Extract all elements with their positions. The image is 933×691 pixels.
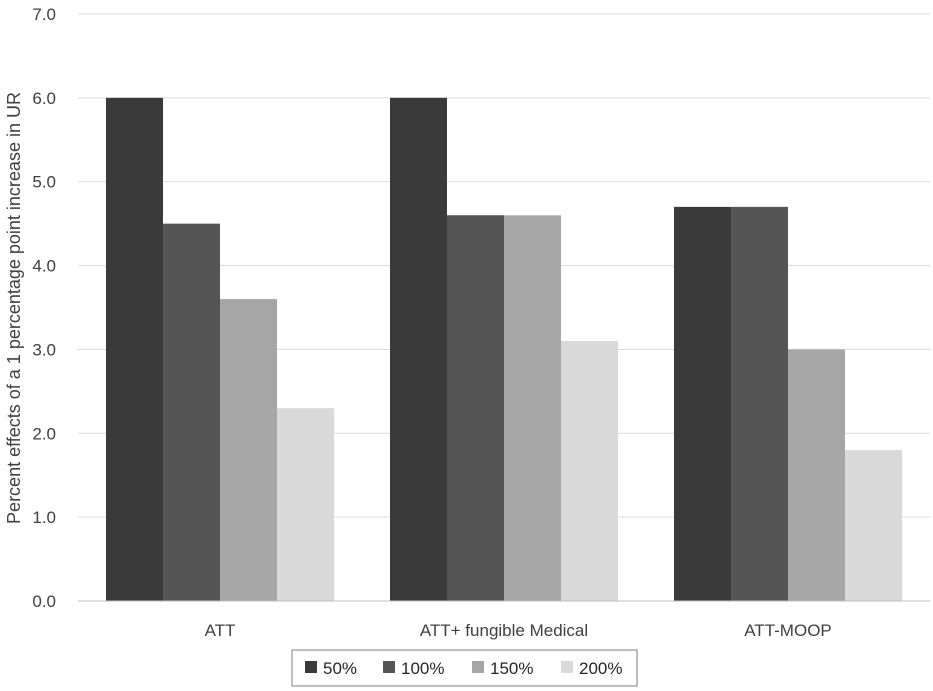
x-category-label: ATT-MOOP	[744, 621, 832, 640]
y-axis-title: Percent effects of a 1 percentage point …	[4, 92, 24, 524]
y-tick-label: 0.0	[32, 592, 56, 611]
bar-50pct-0	[106, 97, 163, 601]
legend: 50% 100% 150% 200%	[291, 649, 638, 687]
bar-100pct-1	[447, 215, 504, 601]
bar-200pct-1	[561, 341, 618, 601]
y-tick-label: 4.0	[32, 257, 56, 276]
bar-150pct-2	[788, 349, 845, 601]
bar-100pct-0	[163, 223, 220, 601]
y-tick-label: 6.0	[32, 89, 56, 108]
x-category-label: ATT+ fungible Medical	[420, 621, 588, 640]
bar-150pct-1	[504, 215, 561, 601]
y-tick-label: 7.0	[32, 5, 56, 24]
y-tick-label: 3.0	[32, 340, 56, 359]
legend-label: 200%	[579, 659, 622, 678]
bar-50pct-1	[390, 97, 447, 601]
y-tick-label: 1.0	[32, 508, 56, 527]
bar-100pct-2	[731, 206, 788, 601]
legend-swatch	[305, 661, 317, 673]
bar-50pct-2	[674, 206, 731, 601]
x-category-label: ATT	[205, 621, 236, 640]
legend-box	[291, 649, 638, 687]
bar-200pct-0	[277, 408, 334, 601]
y-tick-label: 2.0	[32, 424, 56, 443]
legend-swatch	[383, 661, 395, 673]
bars	[106, 97, 902, 601]
bar-200pct-2	[845, 450, 902, 601]
x-axis-categories: ATT ATT+ fungible Medical ATT-MOOP	[205, 621, 832, 640]
bar-150pct-0	[220, 299, 277, 601]
legend-swatch	[561, 661, 573, 673]
legend-swatch	[472, 661, 484, 673]
legend-label: 50%	[323, 659, 357, 678]
legend-label: 100%	[401, 659, 444, 678]
y-tick-label: 5.0	[32, 173, 56, 192]
y-axis-ticks: 0.0 1.0 2.0 3.0 4.0 5.0 6.0 7.0	[32, 5, 56, 611]
legend-label: 150%	[490, 659, 533, 678]
